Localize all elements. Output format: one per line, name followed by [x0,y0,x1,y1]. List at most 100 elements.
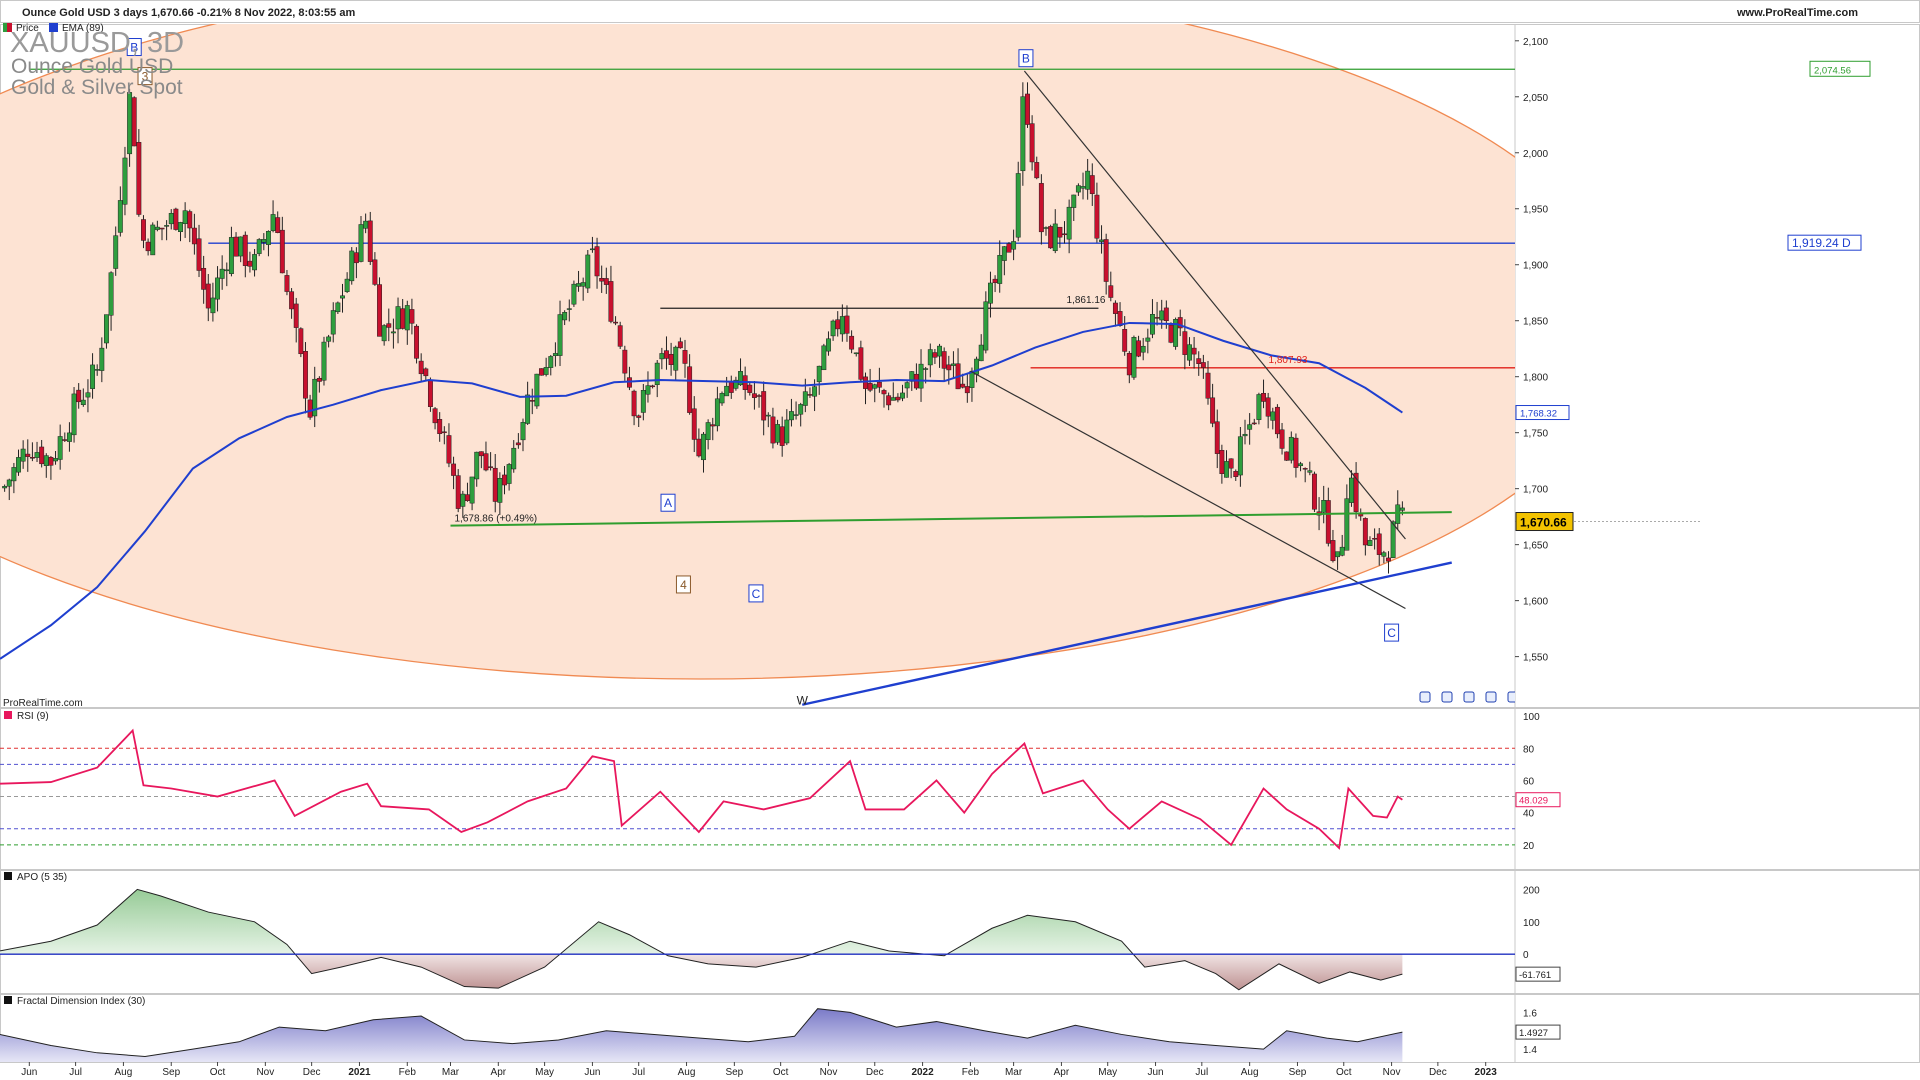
rsi-tick-label: 80 [1523,744,1535,755]
candle-body [539,368,544,376]
wave-label-3: A [664,496,672,510]
candle-body [344,278,350,292]
event-marker-icon [1441,691,1453,703]
candle-body [751,393,757,398]
candle-body [682,350,688,364]
candle-body [1085,170,1091,190]
candle-body [691,408,697,440]
wave-label-box-3 [660,493,676,512]
price-tick-label: 1,700 [1523,485,1548,496]
ema-last-tag: 1,768.32 [1520,409,1557,420]
candle-body [1159,310,1165,321]
candle-body [904,382,910,389]
candle-body [326,336,332,342]
site-link[interactable]: www.ProRealTime.com [1736,7,1858,19]
candle-body [270,214,276,231]
candle-body [233,236,239,257]
time-tick-label: Dec [1429,1067,1447,1078]
time-tick-label: Sep [1289,1067,1307,1078]
candle-body [261,239,267,243]
event-marker-icon [1419,691,1431,703]
time-tick-label: Apr [491,1067,507,1078]
candle-body [1284,451,1290,461]
apo-title: APO (5 35) [17,872,67,883]
candle-body [330,310,336,335]
time-tick-label: Mar [442,1067,460,1078]
candle-body [890,397,896,401]
time-tick-label: Jul [1195,1067,1208,1078]
time-tick-label: Sep [162,1067,180,1078]
candle-body [48,457,54,466]
candle-body [839,316,845,335]
candle-body [279,229,285,274]
candle-body [377,284,382,337]
event-marker-icon [1507,691,1515,703]
candle-body [6,479,12,487]
candle-body [76,389,82,403]
rsi-tick-label: 20 [1523,841,1535,852]
candle-body [1325,500,1331,544]
candle-body [863,376,868,389]
candle-body [1349,477,1354,503]
candle-body [191,227,197,245]
candle-body [215,277,220,300]
candle-body [1372,538,1378,540]
candle-body [964,386,970,394]
candle-body [2,486,8,489]
time-tick-label: Oct [773,1067,789,1078]
candle-body [497,478,503,503]
candle-body [312,378,318,417]
candle-body [275,217,281,233]
candle-body [881,390,887,395]
time-tick-label: May [1098,1067,1117,1078]
candle-body [201,267,207,290]
candle-body [1339,546,1345,556]
candle-body [562,312,568,321]
candle-body [1011,241,1017,250]
candle-body [182,210,188,224]
candle-body [1052,223,1058,252]
candle-body [1214,421,1220,454]
candle-body [1335,551,1341,558]
candle-body [566,308,572,310]
candle-body [1034,162,1040,179]
candle-body [867,383,873,391]
candle-body [1224,461,1229,478]
candle-body [520,422,526,441]
candle-body [1200,362,1206,368]
candle-body [876,381,882,388]
candle-body [173,208,179,230]
candle-body [150,224,156,256]
candle-body [608,281,614,322]
candle-body [1038,183,1044,233]
candle-body [1330,540,1336,562]
candle-body [747,384,753,393]
candle-body [594,246,600,277]
candle-body [1298,463,1304,467]
candle-body [1381,552,1387,557]
candle-body [418,360,424,375]
candle-body [821,345,827,371]
candle-body [1376,533,1382,555]
candle-body [654,362,660,385]
candle-body [94,369,100,371]
candle-body [1270,411,1276,421]
candle-body [529,400,535,402]
candle-body [1265,397,1271,417]
candle-body [1062,233,1067,236]
candle-body [1187,344,1192,361]
candle-body [252,254,258,271]
candle-body [71,393,77,436]
apo-last-tag-box [1515,966,1561,982]
candle-body [247,260,253,267]
candle-body [960,383,966,388]
time-tick-label: Jul [632,1067,645,1078]
candle-body [353,252,359,264]
wave-label-box-6 [1384,623,1400,642]
candle-body [525,394,531,424]
candle-body [34,452,40,458]
candle-body [826,338,831,352]
price-legend-icon-up [3,23,7,32]
candle-body [108,272,114,316]
candle-body [988,282,993,304]
